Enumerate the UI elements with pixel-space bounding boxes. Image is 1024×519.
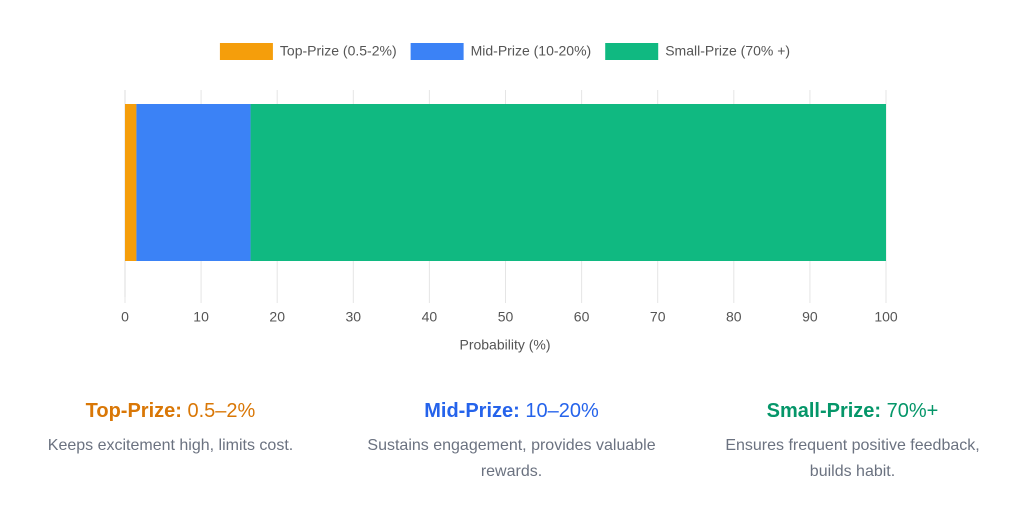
legend: Top-Prize (0.5-2%) Mid-Prize (10-20%) Smal… [219,43,790,60]
cards: Top-Prize: 0.5–2% Keeps excitement high, … [0,400,1024,485]
chart: Probability (%) 0 10 20 30 40 50 60 70 80 90 100 To… [121,43,898,353]
x-tick-label: 0 [121,309,129,325]
card: Top-Prize: 0.5–2% Keeps excitement high, … [0,400,341,485]
bar-segment [250,104,886,261]
legend-label: Top-Prize (0.5-2%) [280,43,397,59]
card-title: Small-Prize: 70%+ [682,400,1023,423]
card-text: Ensures frequent positive feedback, buil… [725,437,980,480]
legend-swatch [219,43,273,60]
legend-swatch [410,43,464,60]
card: Mid-Prize: 10–20% Sustains engagement, pr… [341,400,682,485]
x-tick-label: 90 [802,309,818,325]
card-title: Top-Prize: 0.5–2% [0,400,341,423]
card-text: Sustains engagement, provides valuable r… [367,437,656,480]
card-range: 10–20% [525,400,599,422]
card-range: 70%+ [886,400,939,422]
x-tick-label: 60 [574,309,590,325]
card-label: Mid-Prize: [424,400,520,422]
card-label: Top-Prize: [85,400,182,422]
x-tick-label: 30 [346,309,362,325]
bar-segment [125,104,137,261]
x-axis-title: Probability (%) [459,337,550,353]
card-title: Mid-Prize: 10–20% [341,400,682,423]
card-range: 0.5–2% [187,400,256,422]
x-tick-label: 70 [650,309,666,325]
card: Small-Prize: 70%+ Ensures frequent positi… [682,400,1023,485]
x-tick-label: 80 [726,309,742,325]
x-tick-label: 50 [498,309,514,325]
x-tick-label: 10 [193,309,209,325]
x-tick-label: 20 [269,309,285,325]
card-text: Keeps excitement high, limits cost. [47,437,294,454]
legend-label: Small-Prize (70% +) [665,43,790,59]
bar-segment [136,104,251,261]
x-tick-label: 40 [422,309,438,325]
card-label: Small-Prize: [766,400,882,422]
x-tick-label: 100 [874,309,898,325]
legend-swatch [605,43,659,60]
legend-label: Mid-Prize (10-20%) [471,43,592,59]
